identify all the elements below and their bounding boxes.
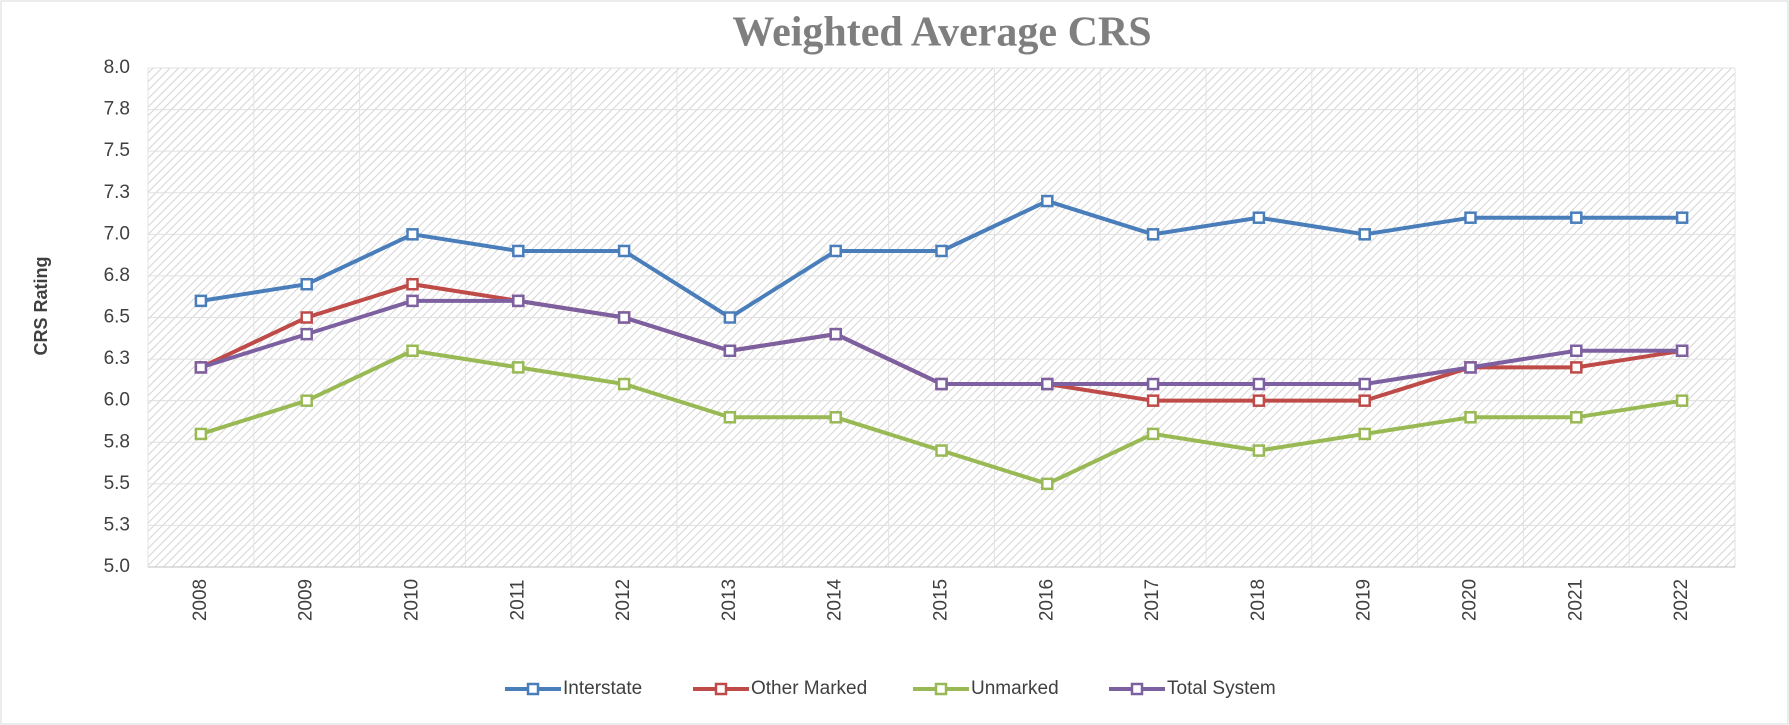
- point-marker: [512, 294, 525, 308]
- point-marker: [829, 411, 842, 424]
- point-marker: [1252, 444, 1266, 457]
- y-tick-label: 8.0: [104, 57, 130, 78]
- point-marker: [1464, 211, 1477, 224]
- legend-marker: [934, 682, 948, 696]
- y-tick-label: 7.8: [104, 99, 130, 120]
- x-tick-label: 2012: [613, 579, 634, 621]
- point-marker: [194, 361, 208, 374]
- point-marker: [1252, 394, 1266, 407]
- y-tick-label: 5.8: [104, 431, 130, 452]
- x-tick-label: 2008: [190, 579, 211, 621]
- point-marker: [300, 277, 313, 291]
- legend-marker: [1130, 682, 1144, 696]
- point-marker: [1570, 211, 1583, 224]
- x-tick-label: 2019: [1354, 579, 1375, 621]
- point-marker: [512, 361, 525, 374]
- x-tick-label: 2009: [296, 579, 317, 621]
- point-marker: [617, 311, 631, 324]
- legend-label: Unmarked: [971, 678, 1059, 699]
- point-marker: [406, 294, 419, 308]
- point-marker: [829, 327, 842, 341]
- y-tick-label: 7.5: [104, 140, 130, 161]
- legend-label: Interstate: [563, 678, 642, 699]
- point-marker: [1252, 211, 1266, 224]
- point-marker: [1146, 394, 1160, 407]
- point-marker: [1252, 377, 1266, 391]
- point-marker: [1570, 344, 1583, 358]
- point-marker: [1358, 427, 1371, 441]
- x-tick-label: 2020: [1460, 579, 1481, 621]
- point-marker: [1358, 394, 1371, 407]
- point-marker: [194, 427, 208, 441]
- legend-label: Total System: [1167, 678, 1276, 699]
- point-marker: [723, 344, 737, 358]
- point-marker: [1358, 228, 1371, 241]
- point-marker: [1675, 211, 1689, 224]
- point-marker: [512, 244, 525, 258]
- point-marker: [406, 277, 419, 291]
- x-tick-label: 2010: [402, 579, 423, 621]
- legend-marker: [526, 682, 540, 696]
- point-marker: [1570, 361, 1583, 374]
- x-tick-label: 2013: [719, 579, 740, 621]
- x-tick-label: 2016: [1036, 579, 1057, 621]
- x-tick-label: 2017: [1142, 579, 1163, 621]
- point-marker: [300, 327, 313, 341]
- point-marker: [935, 444, 948, 457]
- point-marker: [1041, 477, 1054, 491]
- y-tick-label: 6.8: [104, 265, 130, 286]
- point-marker: [194, 294, 208, 308]
- point-marker: [1146, 427, 1160, 441]
- x-tick-label: 2021: [1565, 579, 1586, 621]
- chart-title: Weighted Average CRS: [732, 10, 1151, 56]
- y-tick-label: 6.3: [104, 348, 130, 369]
- point-marker: [1358, 377, 1371, 391]
- point-marker: [300, 311, 313, 324]
- y-tick-label: 6.5: [104, 307, 130, 328]
- point-marker: [1464, 361, 1477, 374]
- y-tick-label: 7.3: [104, 182, 130, 203]
- point-marker: [1675, 344, 1689, 358]
- x-tick-label: 2018: [1248, 579, 1269, 621]
- x-tick-label: 2014: [825, 578, 846, 621]
- point-marker: [723, 411, 737, 424]
- point-marker: [829, 244, 842, 258]
- point-marker: [1570, 411, 1583, 424]
- point-marker: [1146, 228, 1160, 241]
- x-tick-label: 2022: [1671, 579, 1692, 621]
- point-marker: [1675, 394, 1689, 407]
- point-marker: [1041, 194, 1054, 208]
- y-tick-label: 5.5: [104, 473, 130, 494]
- legend-label: Other Marked: [751, 678, 867, 699]
- y-axis-label: CRS Rating: [31, 257, 51, 356]
- point-marker: [935, 244, 948, 258]
- point-marker: [406, 344, 419, 358]
- legend-marker: [714, 682, 728, 696]
- x-tick-label: 2015: [931, 579, 952, 621]
- x-tick-label: 2011: [507, 580, 528, 621]
- point-marker: [406, 228, 419, 241]
- point-marker: [617, 244, 631, 258]
- point-marker: [723, 311, 737, 324]
- point-marker: [617, 377, 631, 391]
- point-marker: [1041, 377, 1054, 391]
- point-marker: [1146, 377, 1160, 391]
- y-tick-label: 6.0: [104, 390, 130, 411]
- y-tick-label: 5.0: [104, 556, 130, 577]
- y-tick-label: 5.3: [104, 514, 130, 535]
- y-tick-label: 7.0: [104, 223, 130, 244]
- point-marker: [300, 394, 313, 407]
- point-marker: [1464, 411, 1477, 424]
- point-marker: [935, 377, 948, 391]
